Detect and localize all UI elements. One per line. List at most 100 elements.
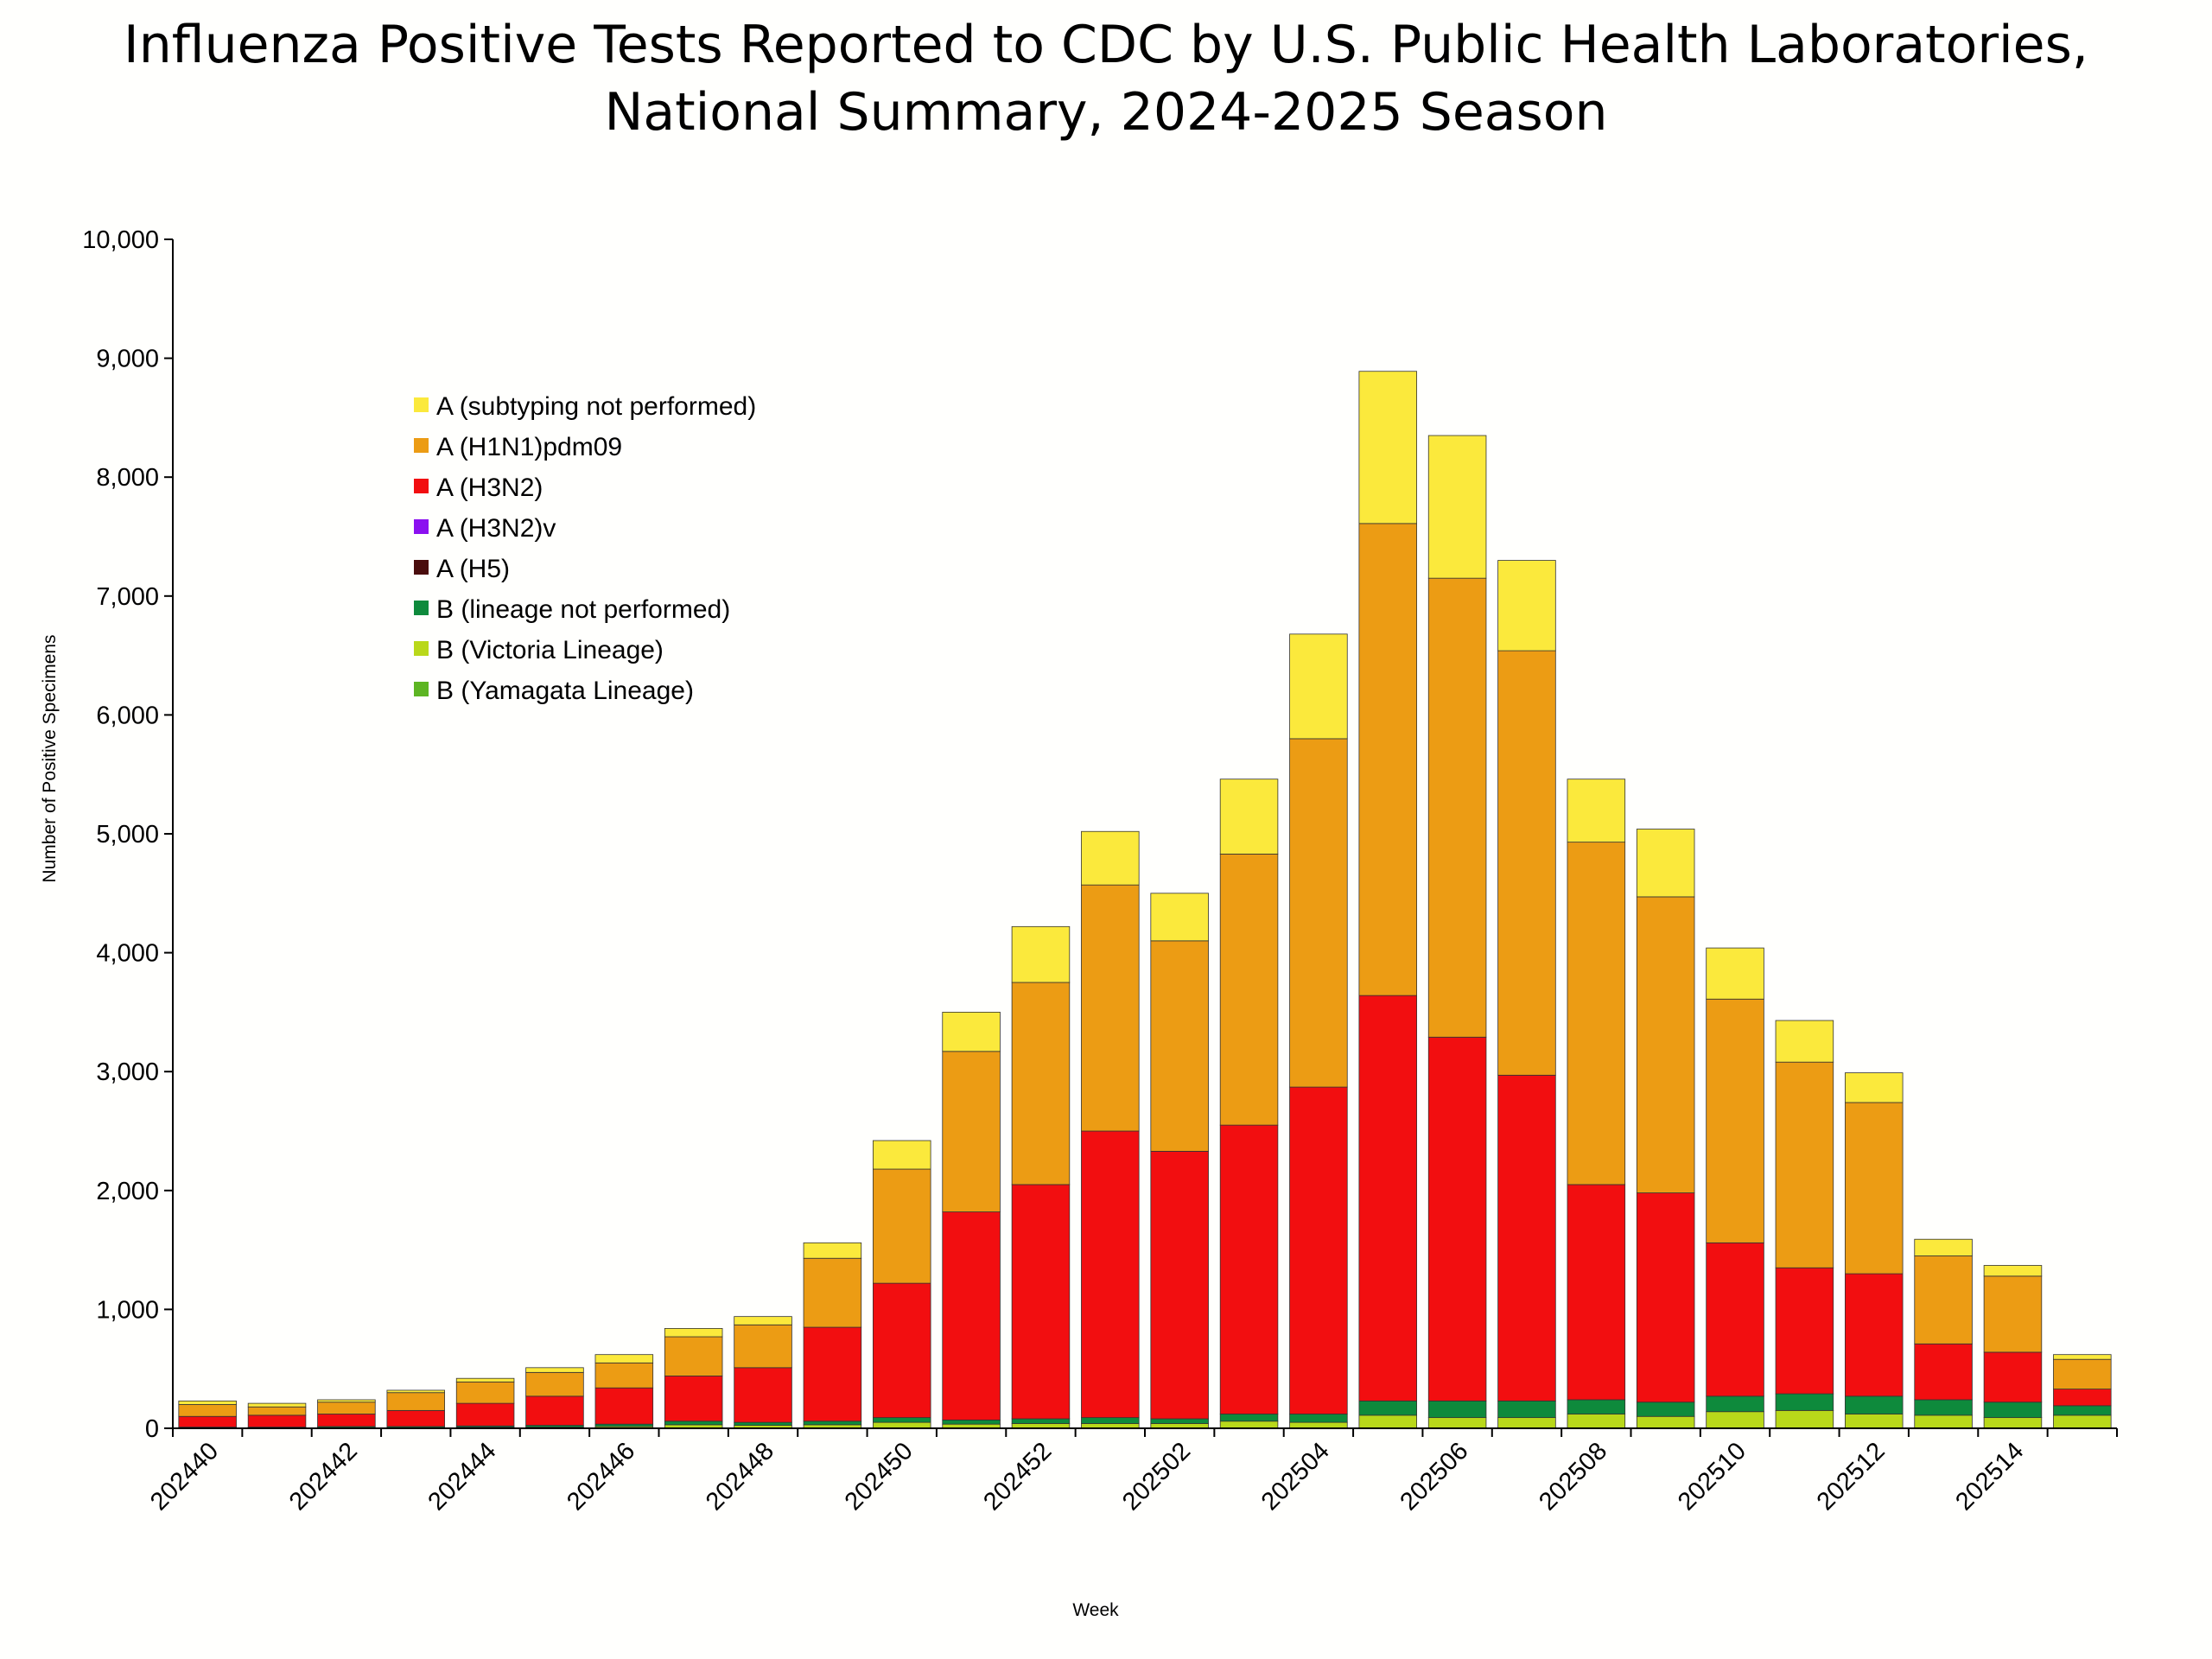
- legend-label: A (H1N1)pdm09: [436, 433, 622, 461]
- bar-segment: [1636, 829, 1695, 898]
- bar-segment: [1706, 1242, 1764, 1397]
- bar-segment: [1706, 1411, 1764, 1429]
- bar-segment: [1567, 1399, 1626, 1414]
- bar-segment: [1219, 1414, 1279, 1422]
- chart-subtitle: National Summary, 2024-2025 Season: [604, 82, 1607, 143]
- bar-segment: [1358, 1414, 1417, 1429]
- bar-segment: [873, 1140, 931, 1170]
- bar-segment: [1845, 1273, 1904, 1397]
- bar-segment: [734, 1324, 792, 1369]
- bar-segment: [734, 1367, 792, 1423]
- bar-segment: [1775, 1393, 1834, 1411]
- bar-segment: [664, 1421, 723, 1426]
- x-tick-label: 202504: [1256, 1437, 1335, 1516]
- bar-segment: [803, 1326, 862, 1422]
- bar-segment: [1150, 893, 1209, 942]
- bar-segment: [1567, 1414, 1626, 1429]
- legend-label: A (subtyping not performed): [436, 392, 756, 421]
- bar-segment: [1567, 779, 1626, 843]
- legend-swatch: [414, 560, 429, 575]
- bar-segment: [1983, 1265, 2043, 1277]
- bar-segment: [1636, 1402, 1695, 1417]
- bar-segment: [525, 1395, 584, 1426]
- bar-segment: [803, 1257, 862, 1328]
- bar-segment: [1636, 1192, 1695, 1403]
- bar-segment: [594, 1423, 654, 1427]
- bar-segment: [1081, 884, 1140, 1132]
- bar-segment: [1914, 1414, 1973, 1429]
- x-tick-label: 202446: [562, 1437, 640, 1516]
- x-tick-label: 202506: [1395, 1437, 1473, 1516]
- bar-segment: [178, 1404, 237, 1417]
- bar-segment: [1706, 998, 1764, 1243]
- bar-segment: [1497, 1074, 1556, 1402]
- bar-segment: [1219, 853, 1279, 1126]
- legend-label: A (H3N2)v: [436, 514, 556, 543]
- y-axis-label: Number of Positive Specimens: [40, 634, 60, 882]
- bar-segment: [1289, 738, 1348, 1088]
- bar-segment: [1358, 1400, 1417, 1416]
- y-tick-label: 2,000: [96, 1178, 159, 1205]
- bar-segment: [247, 1406, 307, 1416]
- x-tick-label: 202502: [1117, 1437, 1196, 1516]
- legend-swatch: [414, 601, 429, 615]
- bar-segment: [1427, 1036, 1487, 1402]
- bar-segment: [1845, 1414, 1904, 1429]
- x-tick-label: 202442: [284, 1437, 363, 1516]
- x-tick-label: 202514: [1950, 1437, 2029, 1516]
- x-tick-label: 202450: [840, 1437, 918, 1516]
- y-tick-label: 9,000: [96, 346, 159, 373]
- bar-segment: [942, 1211, 1001, 1421]
- y-tick-label: 7,000: [96, 583, 159, 611]
- bar-segment: [1011, 1418, 1071, 1424]
- bar-segment: [664, 1376, 723, 1422]
- bar-segment: [873, 1421, 931, 1429]
- bar-segment: [1914, 1238, 1973, 1256]
- bar-segment: [247, 1402, 307, 1408]
- bar-segment: [1636, 1415, 1695, 1429]
- bar-segment: [1497, 1400, 1556, 1419]
- legend-label: B (Victoria Lineage): [436, 636, 664, 664]
- y-tick-label: 8,000: [96, 464, 159, 492]
- bar-segment: [1427, 435, 1487, 579]
- bar-segment: [1636, 896, 1695, 1193]
- bar-segment: [1775, 1061, 1834, 1268]
- bar-segment: [1011, 982, 1071, 1185]
- bar-segment: [455, 1381, 515, 1404]
- bar-segment: [873, 1417, 931, 1423]
- bar-segment: [2053, 1405, 2112, 1416]
- bar-segment: [942, 1012, 1001, 1052]
- bar-segment: [1983, 1417, 2043, 1429]
- bar-segment: [455, 1402, 515, 1427]
- bar-segment: [1706, 947, 1764, 1000]
- bar-segment: [1914, 1255, 1973, 1344]
- legend-swatch: [414, 682, 429, 696]
- bars-group: [178, 371, 2112, 1429]
- y-tick-label: 1,000: [96, 1296, 159, 1324]
- bar-segment: [1914, 1399, 1973, 1416]
- bar-segment: [803, 1242, 862, 1259]
- bar-segment: [1081, 1130, 1140, 1419]
- bar-segment: [1914, 1343, 1973, 1401]
- y-tick-label: 3,000: [96, 1058, 159, 1086]
- bar-segment: [386, 1389, 445, 1394]
- bar-segment: [594, 1354, 654, 1363]
- x-tick-label: 202508: [1534, 1437, 1612, 1516]
- legend-label: A (H3N2): [436, 474, 543, 502]
- bar-segment: [1358, 371, 1417, 524]
- bar-segment: [455, 1377, 515, 1382]
- bar-segment: [1150, 940, 1209, 1152]
- bar-segment: [386, 1392, 445, 1411]
- bar-segment: [1497, 650, 1556, 1076]
- legend-swatch: [414, 479, 429, 493]
- bar-segment: [317, 1402, 376, 1414]
- bar-segment: [594, 1387, 654, 1425]
- bar-segment: [1983, 1351, 2043, 1403]
- x-tick-label: 202444: [423, 1437, 501, 1516]
- bar-segment: [525, 1367, 584, 1373]
- y-tick-label: 5,000: [96, 821, 159, 849]
- legend-swatch: [414, 438, 429, 453]
- bar-segment: [1983, 1402, 2043, 1419]
- legend: A (subtyping not performed) A (H1N1)pdm09…: [414, 392, 756, 705]
